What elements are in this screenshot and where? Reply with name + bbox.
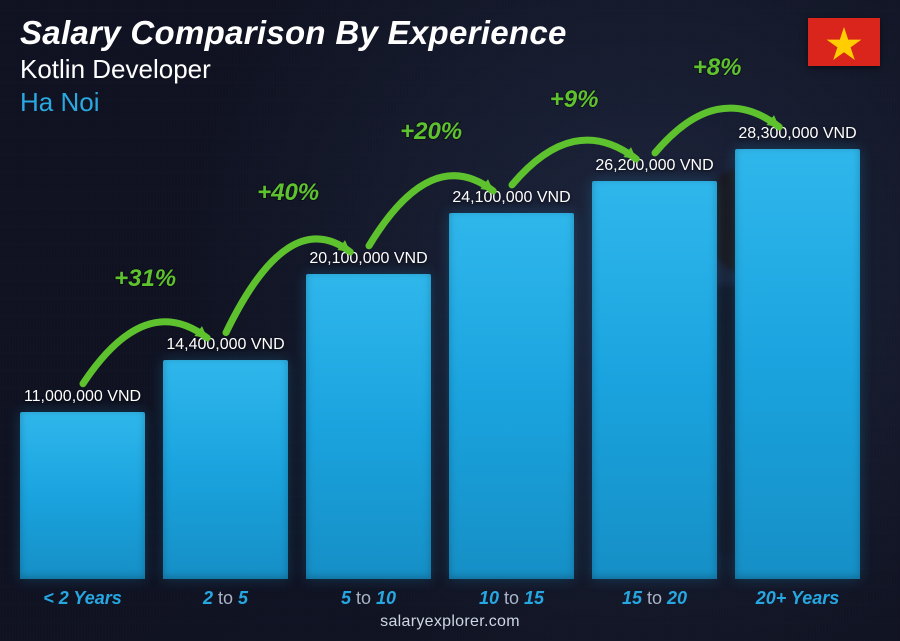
x-axis-label: 20+ Years bbox=[735, 588, 860, 609]
bar-group: 28,300,000 VND20+ Years bbox=[735, 125, 860, 579]
flag-svg bbox=[808, 18, 880, 66]
bar-group: 26,200,000 VND15 to 20 bbox=[592, 157, 717, 579]
page-title: Salary Comparison By Experience bbox=[20, 14, 567, 52]
bar bbox=[449, 213, 574, 579]
job-title: Kotlin Developer bbox=[20, 54, 567, 85]
flag-vietnam bbox=[808, 18, 880, 66]
x-axis-label: 5 to 10 bbox=[306, 588, 431, 609]
pct-increase-label: +31% bbox=[114, 265, 176, 292]
bar-value-label: 26,200,000 VND bbox=[595, 157, 713, 175]
bar-group: 24,100,000 VND10 to 15 bbox=[449, 189, 574, 579]
infographic-stage: Salary Comparison By Experience Kotlin D… bbox=[0, 0, 900, 641]
bar bbox=[306, 274, 431, 579]
x-axis-label: 2 to 5 bbox=[163, 588, 288, 609]
bar bbox=[735, 149, 860, 579]
pct-increase-label: +40% bbox=[257, 179, 319, 206]
bar-value-label: 20,100,000 VND bbox=[309, 250, 427, 268]
x-axis-label: < 2 Years bbox=[20, 588, 145, 609]
bar bbox=[592, 181, 717, 579]
bar-chart: 11,000,000 VND< 2 Years14,400,000 VND2 t… bbox=[20, 99, 860, 579]
source-attribution: salaryexplorer.com bbox=[0, 613, 900, 631]
bar-value-label: 11,000,000 VND bbox=[24, 388, 141, 406]
bar-group: 20,100,000 VND5 to 10 bbox=[306, 250, 431, 579]
bar-group: 14,400,000 VND2 to 5 bbox=[163, 336, 288, 579]
bar bbox=[163, 360, 288, 579]
bar-value-label: 28,300,000 VND bbox=[738, 125, 856, 143]
x-axis-label: 10 to 15 bbox=[449, 588, 574, 609]
bar-group: 11,000,000 VND< 2 Years bbox=[20, 388, 145, 579]
pct-increase-label: +20% bbox=[400, 118, 462, 145]
bar bbox=[20, 412, 145, 579]
bar-value-label: 14,400,000 VND bbox=[166, 336, 284, 354]
x-axis-label: 15 to 20 bbox=[592, 588, 717, 609]
bar-value-label: 24,100,000 VND bbox=[452, 189, 570, 207]
